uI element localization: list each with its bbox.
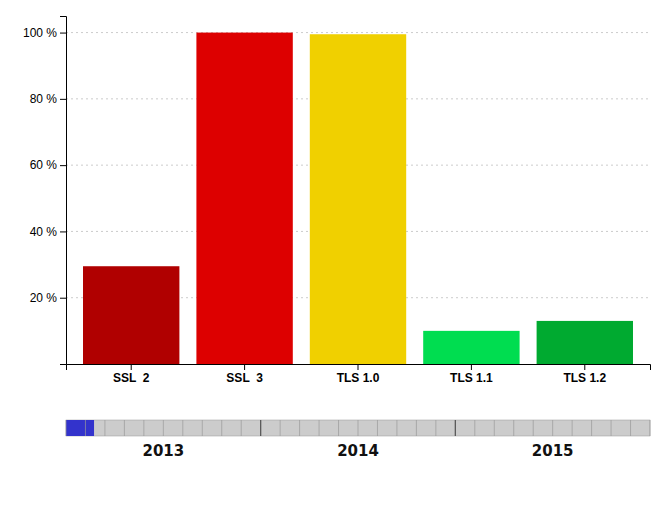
timeline-tick (85, 420, 86, 436)
timeline-tick (143, 420, 144, 436)
timeline-background (66, 420, 650, 436)
timeline-tick (455, 420, 456, 436)
x-tick-mark (131, 364, 132, 370)
y-tick: 80 % (30, 92, 66, 106)
y-tick-mark (60, 99, 66, 100)
timeline-separator (455, 420, 456, 436)
timeline-tick (338, 420, 339, 436)
timeline-tick (280, 420, 281, 436)
timeline-tick (611, 420, 612, 436)
timeline-tick (533, 420, 534, 436)
year-label: 2013 (142, 442, 184, 460)
timeline-tick (650, 420, 651, 436)
timeline-tick (221, 420, 222, 436)
plot: 20 % 40 % 60 % 80 % 100 % SSL 2 SSL 3 TLS 1.0 TL… (23, 17, 651, 385)
y-tick: 60 % (30, 158, 66, 172)
timeline-tick (182, 420, 183, 436)
y-tick-label: 80 % (30, 92, 58, 106)
x-tick: TLS 1.2 (563, 364, 606, 385)
bar (423, 331, 519, 364)
x-tick: SSL 2 (113, 364, 150, 385)
year-label: 2015 (532, 442, 574, 460)
timeline-tick (66, 420, 67, 436)
y-tick: 20 % (30, 291, 66, 305)
timeline-tick (435, 420, 436, 436)
timeline-tick (552, 420, 553, 436)
x-tick-label: TLS 1.0 (337, 371, 380, 385)
timeline-tick (494, 420, 495, 436)
year-label: 2014 (337, 442, 379, 460)
y-tick-mark (60, 33, 66, 34)
y-axis: 20 % 40 % 60 % 80 % 100 % (23, 17, 67, 365)
timeline-tick (591, 420, 592, 436)
x-tick-label: SSL 2 (113, 371, 150, 385)
timeline-separator (260, 420, 261, 436)
y-tick: 100 % (23, 26, 66, 40)
y-tick-mark (60, 298, 66, 299)
bar (537, 321, 633, 364)
timeline-tick (416, 420, 417, 436)
y-tick-label: 40 % (30, 225, 58, 239)
y-tick-label: 60 % (30, 158, 58, 172)
x-tick-mark (244, 364, 245, 370)
y-tick: 40 % (30, 225, 66, 239)
x-tick-mark (584, 364, 585, 370)
timeline-tick (104, 420, 105, 436)
y-tick-label: 100 % (23, 26, 57, 40)
y-tick-mark (60, 165, 66, 166)
x-tick-mark (358, 364, 359, 370)
timeline-tick (630, 420, 631, 436)
timeline: 2013 2014 2015 (66, 420, 650, 460)
bars (83, 33, 633, 364)
timeline-tick (241, 420, 242, 436)
timeline-tick (319, 420, 320, 436)
x-tick: SSL 3 (226, 364, 263, 385)
timeline-tick (202, 420, 203, 436)
x-tick: TLS 1.0 (337, 364, 380, 385)
x-axis: SSL 2 SSL 3 TLS 1.0 TLS 1.1 TLS 1.2 (67, 364, 651, 385)
x-tick-label: TLS 1.2 (563, 371, 606, 385)
bar (83, 266, 179, 364)
timeline-tick (358, 420, 359, 436)
x-tick-label: SSL 3 (226, 371, 263, 385)
x-tick-mark (471, 364, 472, 370)
timeline-indicator (66, 420, 94, 436)
chart: 20 % 40 % 60 % 80 % 100 % SSL 2 SSL 3 TLS 1.0 TL… (0, 0, 664, 520)
bar (196, 33, 292, 364)
timeline-tick (124, 420, 125, 436)
timeline-tick (377, 420, 378, 436)
y-axis-line (60, 17, 67, 365)
x-tick-label: TLS 1.1 (450, 371, 493, 385)
grid-line (66, 32, 650, 33)
timeline-tick (299, 420, 300, 436)
y-tick-mark (60, 231, 66, 232)
bar (310, 34, 406, 364)
timeline-tick (513, 420, 514, 436)
x-axis-line (67, 365, 651, 371)
timeline-tick (260, 420, 261, 436)
timeline-tick (474, 420, 475, 436)
timeline-tick (163, 420, 164, 436)
timeline-tick (396, 420, 397, 436)
y-tick-label: 20 % (30, 291, 58, 305)
timeline-tick (572, 420, 573, 436)
x-tick: TLS 1.1 (450, 364, 493, 385)
